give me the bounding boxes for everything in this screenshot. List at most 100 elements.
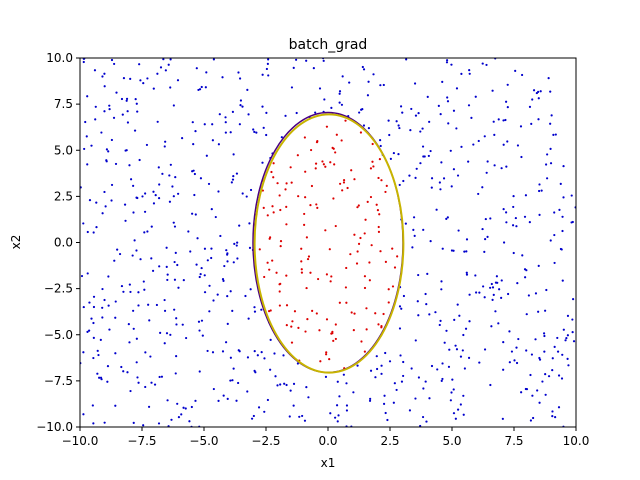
outside-point <box>247 317 250 320</box>
outside-point <box>141 195 144 198</box>
outside-point <box>181 323 184 326</box>
outside-point <box>280 136 283 139</box>
outside-point <box>154 194 157 197</box>
outside-point <box>265 133 268 137</box>
outside-point <box>408 409 412 412</box>
inside-point <box>396 255 399 258</box>
outside-point <box>537 310 540 313</box>
outside-point <box>525 349 528 352</box>
outside-point <box>247 113 250 116</box>
outside-point <box>99 338 102 341</box>
inside-point <box>315 203 318 206</box>
outside-point <box>107 275 110 278</box>
outside-point <box>517 337 520 341</box>
outside-point <box>464 327 468 330</box>
outside-point <box>454 344 457 347</box>
outside-point <box>151 269 155 272</box>
outside-point <box>173 225 177 228</box>
inside-point <box>356 250 359 253</box>
outside-point <box>132 211 135 214</box>
outside-point <box>177 286 180 289</box>
inside-point <box>328 248 331 251</box>
outside-point <box>182 406 185 409</box>
inside-point <box>329 161 332 164</box>
inside-point <box>306 257 310 261</box>
outside-point <box>549 122 552 125</box>
outside-point <box>421 415 425 419</box>
outside-point <box>491 298 494 301</box>
outside-point <box>484 217 487 221</box>
outside-point <box>500 296 503 299</box>
outside-point <box>468 69 471 72</box>
inside-point <box>380 326 383 329</box>
outside-point <box>229 379 232 382</box>
outside-point <box>549 162 553 165</box>
outside-point <box>571 220 574 224</box>
outside-point <box>226 253 229 256</box>
outside-point <box>414 397 417 400</box>
outside-point <box>168 200 172 203</box>
outside-point <box>505 100 508 103</box>
outside-point <box>567 364 570 367</box>
outside-point <box>422 228 425 231</box>
outside-point <box>199 177 203 180</box>
inside-point <box>332 197 335 200</box>
outside-point <box>163 309 167 312</box>
outside-point <box>226 397 229 400</box>
outside-point <box>456 303 459 306</box>
outside-point <box>222 279 225 282</box>
inside-point <box>332 147 335 150</box>
outside-point <box>191 170 194 173</box>
outside-point <box>474 95 477 98</box>
outside-point <box>502 119 505 122</box>
inside-point <box>322 163 325 166</box>
outside-point <box>156 120 159 123</box>
outside-point <box>514 69 517 72</box>
outside-point <box>383 394 386 397</box>
outside-point <box>128 283 131 286</box>
outside-point <box>169 86 172 89</box>
inside-point <box>321 160 324 163</box>
outside-point <box>429 240 432 243</box>
outside-point <box>561 215 564 218</box>
outside-point <box>450 391 453 394</box>
outside-point <box>465 271 468 274</box>
inside-point <box>370 244 373 247</box>
outside-point <box>460 72 463 75</box>
outside-point <box>305 59 308 62</box>
outside-point <box>146 77 149 80</box>
outside-point <box>232 153 235 156</box>
y-axis-label: x2 <box>9 235 23 250</box>
outside-point <box>159 66 163 69</box>
outside-point <box>322 59 325 62</box>
inside-point <box>350 311 353 314</box>
inside-point <box>261 189 264 192</box>
outside-point <box>164 140 167 143</box>
inside-point <box>290 341 294 344</box>
outside-point <box>375 367 379 371</box>
outside-point <box>408 174 411 177</box>
outside-point <box>108 107 111 111</box>
outside-point <box>296 362 299 365</box>
inside-point <box>356 206 359 209</box>
outside-point <box>86 272 89 275</box>
outside-point <box>398 183 401 187</box>
outside-point <box>205 154 208 157</box>
outside-point <box>458 314 461 317</box>
inside-point <box>350 169 353 172</box>
outside-point <box>134 98 137 101</box>
outside-point <box>295 111 298 115</box>
outside-point <box>86 230 89 234</box>
outside-point <box>125 97 129 100</box>
outside-point <box>92 422 95 425</box>
outside-point <box>285 383 288 387</box>
outside-point <box>171 185 174 188</box>
outside-point <box>358 111 361 114</box>
inside-point <box>324 165 327 168</box>
outside-point <box>189 250 192 253</box>
inside-point <box>278 290 281 293</box>
outside-point <box>133 239 136 242</box>
outside-point <box>295 58 298 61</box>
outside-point <box>198 329 201 332</box>
outside-point <box>570 194 573 197</box>
